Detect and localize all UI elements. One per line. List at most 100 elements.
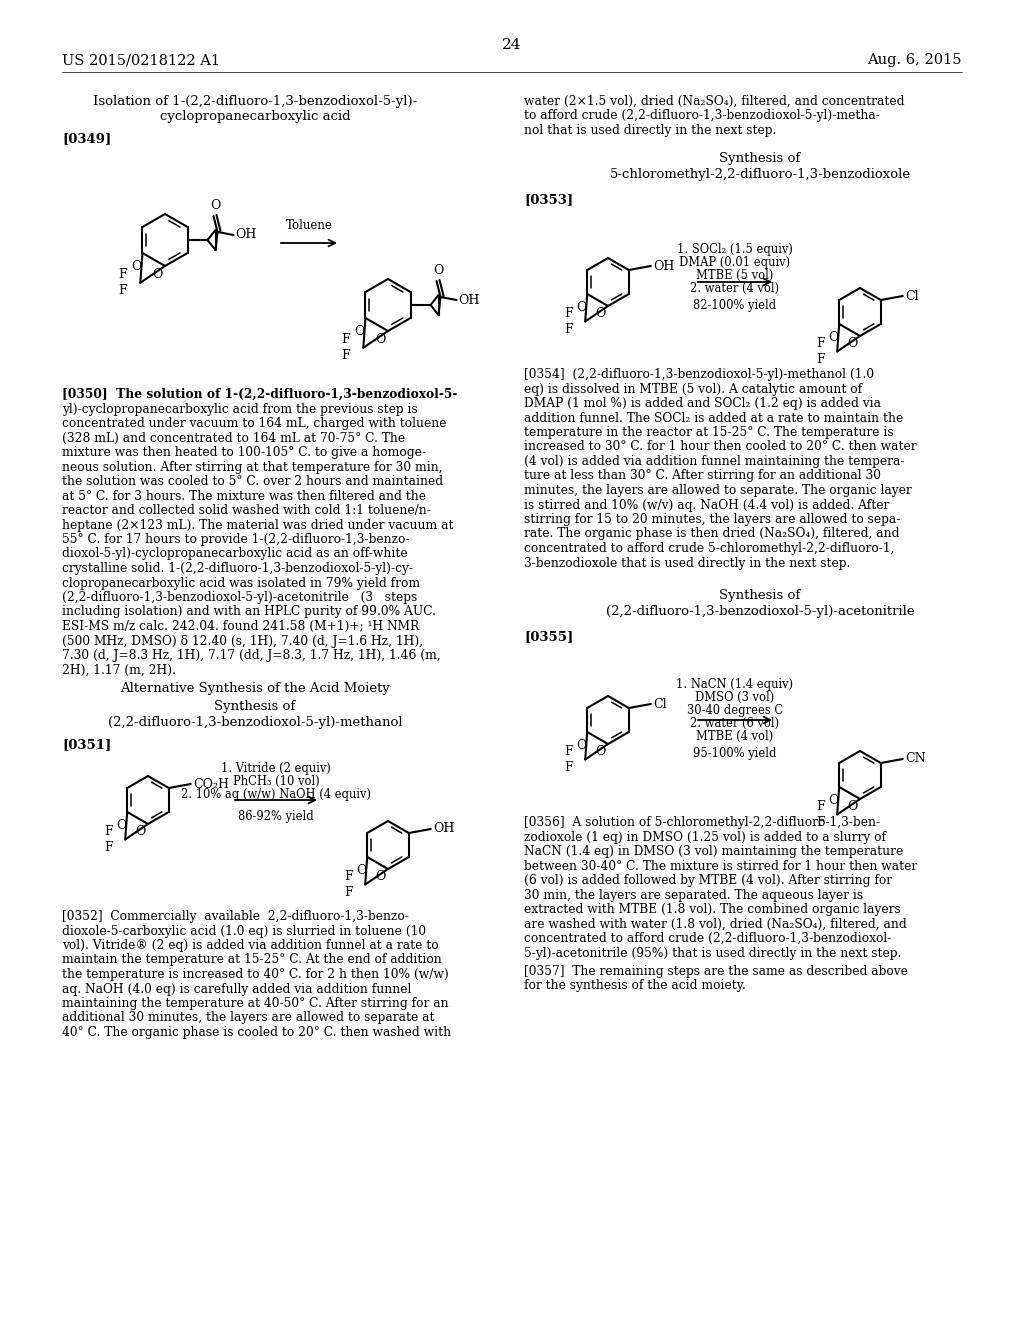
Text: O: O [577, 739, 587, 752]
Text: (4 vol) is added via addition funnel maintaining the tempera-: (4 vol) is added via addition funnel mai… [524, 455, 904, 469]
Text: F: F [564, 323, 572, 337]
Text: O: O [210, 199, 221, 213]
Text: O: O [153, 268, 163, 281]
Text: OH: OH [459, 293, 480, 306]
Text: eq) is dissolved in MTBE (5 vol). A catalytic amount of: eq) is dissolved in MTBE (5 vol). A cata… [524, 383, 862, 396]
Text: DMAP (1 mol %) is added and SOCl₂ (1.2 eq) is added via: DMAP (1 mol %) is added and SOCl₂ (1.2 e… [524, 397, 881, 411]
Text: 40° C. The organic phase is cooled to 20° C. then washed with: 40° C. The organic phase is cooled to 20… [62, 1026, 452, 1039]
Text: US 2015/0218122 A1: US 2015/0218122 A1 [62, 53, 220, 67]
Text: clopropanecarboxylic acid was isolated in 79% yield from: clopropanecarboxylic acid was isolated i… [62, 577, 420, 590]
Text: [0349]: [0349] [62, 132, 112, 145]
Text: 2. water (4 vol): 2. water (4 vol) [690, 282, 779, 294]
Text: F: F [118, 268, 127, 281]
Text: yl)-cyclopropanecarboxylic acid from the previous step is: yl)-cyclopropanecarboxylic acid from the… [62, 403, 418, 416]
Text: is stirred and 10% (w/v) aq. NaOH (4.4 vol) is added. After: is stirred and 10% (w/v) aq. NaOH (4.4 v… [524, 499, 890, 511]
Text: the temperature is increased to 40° C. for 2 h then 10% (w/w): the temperature is increased to 40° C. f… [62, 968, 449, 981]
Text: O: O [433, 264, 443, 277]
Text: are washed with water (1.8 vol), dried (Na₂SO₄), filtered, and: are washed with water (1.8 vol), dried (… [524, 917, 906, 931]
Text: Toluene: Toluene [286, 219, 333, 232]
Text: nol that is used directly in the next step.: nol that is used directly in the next st… [524, 124, 776, 137]
Text: [0350]  The solution of 1-(2,2-difluoro-1,3-benzodioxol-5-: [0350] The solution of 1-(2,2-difluoro-1… [62, 388, 458, 401]
Text: O: O [354, 326, 365, 338]
Text: 1. SOCl₂ (1.5 equiv): 1. SOCl₂ (1.5 equiv) [677, 243, 793, 256]
Text: (500 MHz, DMSO) δ 12.40 (s, 1H), 7.40 (d, J=1.6 Hz, 1H),: (500 MHz, DMSO) δ 12.40 (s, 1H), 7.40 (d… [62, 635, 423, 648]
Text: 2. water (6 vol): 2. water (6 vol) [690, 717, 779, 730]
Text: ESI-MS m/z calc. 242.04. found 241.58 (M+1)+; ¹H NMR: ESI-MS m/z calc. 242.04. found 241.58 (M… [62, 620, 419, 634]
Text: mixture was then heated to 100-105° C. to give a homoge-: mixture was then heated to 100-105° C. t… [62, 446, 426, 459]
Text: water (2×1.5 vol), dried (Na₂SO₄), filtered, and concentrated: water (2×1.5 vol), dried (Na₂SO₄), filte… [524, 95, 904, 108]
Text: DMAP (0.01 equiv): DMAP (0.01 equiv) [680, 256, 791, 269]
Text: O: O [131, 260, 141, 273]
Text: Synthesis of: Synthesis of [720, 152, 801, 165]
Text: temperature in the reactor at 15-25° C. The temperature is: temperature in the reactor at 15-25° C. … [524, 426, 894, 440]
Text: maintain the temperature at 15-25° C. At the end of addition: maintain the temperature at 15-25° C. At… [62, 953, 441, 966]
Text: O: O [356, 865, 367, 878]
Text: zodioxole (1 eq) in DMSO (1.25 vol) is added to a slurry of: zodioxole (1 eq) in DMSO (1.25 vol) is a… [524, 830, 886, 843]
Text: F: F [344, 870, 352, 883]
Text: 30 min, the layers are separated. The aqueous layer is: 30 min, the layers are separated. The aq… [524, 888, 863, 902]
Text: concentrated to afford crude 5-chloromethyl-2,2-difluoro-1,: concentrated to afford crude 5-chloromet… [524, 543, 895, 554]
Text: [0357]  The remaining steps are the same as described above: [0357] The remaining steps are the same … [524, 965, 908, 978]
Text: ture at less than 30° C. After stirring for an additional 30: ture at less than 30° C. After stirring … [524, 470, 881, 483]
Text: 82-100% yield: 82-100% yield [693, 300, 776, 312]
Text: 3-benzodioxole that is used directly in the next step.: 3-benzodioxole that is used directly in … [524, 557, 850, 569]
Text: F: F [564, 308, 572, 319]
Text: 2. 10% aq (w/w) NaOH (4 equiv): 2. 10% aq (w/w) NaOH (4 equiv) [181, 788, 371, 801]
Text: dioxol-5-yl)-cyclopropanecarboxylic acid as an off-white: dioxol-5-yl)-cyclopropanecarboxylic acid… [62, 548, 408, 561]
Text: Aug. 6, 2015: Aug. 6, 2015 [867, 53, 962, 67]
Text: concentrated under vacuum to 164 mL, charged with toluene: concentrated under vacuum to 164 mL, cha… [62, 417, 446, 430]
Text: F: F [341, 350, 349, 362]
Text: neous solution. After stirring at that temperature for 30 min,: neous solution. After stirring at that t… [62, 461, 442, 474]
Text: crystalline solid. 1-(2,2-difluoro-1,3-benzodioxol-5-yl)-cy-: crystalline solid. 1-(2,2-difluoro-1,3-b… [62, 562, 413, 576]
Text: [0356]  A solution of 5-chloromethyl-2,2-difluoro-1,3-ben-: [0356] A solution of 5-chloromethyl-2,2-… [524, 816, 880, 829]
Text: increased to 30° C. for 1 hour then cooled to 20° C. then water: increased to 30° C. for 1 hour then cool… [524, 441, 916, 454]
Text: F: F [564, 744, 572, 758]
Text: 1. NaCN (1.4 equiv): 1. NaCN (1.4 equiv) [677, 678, 794, 690]
Text: MTBE (5 vol): MTBE (5 vol) [696, 269, 774, 282]
Text: Isolation of 1-(2,2-difluoro-1,3-benzodioxol-5-yl)-: Isolation of 1-(2,2-difluoro-1,3-benzodi… [93, 95, 417, 108]
Text: 55° C. for 17 hours to provide 1-(2,2-difluoro-1,3-benzo-: 55° C. for 17 hours to provide 1-(2,2-di… [62, 533, 410, 546]
Text: cyclopropanecarboxylic acid: cyclopropanecarboxylic acid [160, 110, 350, 123]
Text: F: F [816, 337, 824, 350]
Text: OH: OH [433, 822, 455, 836]
Text: addition funnel. The SOCl₂ is added at a rate to maintain the: addition funnel. The SOCl₂ is added at a… [524, 412, 903, 425]
Text: CN: CN [905, 752, 926, 766]
Text: 2H), 1.17 (m, 2H).: 2H), 1.17 (m, 2H). [62, 664, 176, 676]
Text: to afford crude (2,2-difluoro-1,3-benzodioxol-5-yl)-metha-: to afford crude (2,2-difluoro-1,3-benzod… [524, 110, 880, 123]
Text: 24: 24 [502, 38, 522, 51]
Text: F: F [118, 284, 127, 297]
Text: O: O [577, 301, 587, 314]
Text: O: O [595, 308, 606, 321]
Text: 86-92% yield: 86-92% yield [239, 810, 314, 822]
Text: F: F [103, 825, 113, 838]
Text: F: F [816, 816, 824, 829]
Text: F: F [344, 886, 352, 899]
Text: Cl: Cl [905, 289, 919, 302]
Text: reactor and collected solid washed with cold 1:1 toluene/n-: reactor and collected solid washed with … [62, 504, 431, 517]
Text: O: O [376, 870, 386, 883]
Text: concentrated to afford crude (2,2-difluoro-1,3-benzodioxol-: concentrated to afford crude (2,2-difluo… [524, 932, 891, 945]
Text: minutes, the layers are allowed to separate. The organic layer: minutes, the layers are allowed to separ… [524, 484, 911, 498]
Text: 30-40 degrees C: 30-40 degrees C [687, 704, 783, 717]
Text: 7.30 (d, J=8.3 Hz, 1H), 7.17 (dd, J=8.3, 1.7 Hz, 1H), 1.46 (m,: 7.30 (d, J=8.3 Hz, 1H), 7.17 (dd, J=8.3,… [62, 649, 440, 663]
Text: [0354]  (2,2-difluoro-1,3-benzodioxol-5-yl)-methanol (1.0: [0354] (2,2-difluoro-1,3-benzodioxol-5-y… [524, 368, 874, 381]
Text: aq. NaOH (4.0 eq) is carefully added via addition funnel: aq. NaOH (4.0 eq) is carefully added via… [62, 982, 412, 995]
Text: extracted with MTBE (1.8 vol). The combined organic layers: extracted with MTBE (1.8 vol). The combi… [524, 903, 901, 916]
Text: rate. The organic phase is then dried (Na₂SO₄), filtered, and: rate. The organic phase is then dried (N… [524, 528, 899, 540]
Text: Synthesis of: Synthesis of [720, 589, 801, 602]
Text: [0352]  Commercially  available  2,2-difluoro-1,3-benzo-: [0352] Commercially available 2,2-difluo… [62, 909, 409, 923]
Text: (328 mL) and concentrated to 164 mL at 70-75° C. The: (328 mL) and concentrated to 164 mL at 7… [62, 432, 406, 445]
Text: (2,2-difluoro-1,3-benzodioxol-5-yl)-acetonitrile   (3   steps: (2,2-difluoro-1,3-benzodioxol-5-yl)-acet… [62, 591, 417, 605]
Text: O: O [848, 337, 858, 350]
Text: CO₂H: CO₂H [193, 777, 228, 791]
Text: [0351]: [0351] [62, 738, 112, 751]
Text: O: O [376, 333, 386, 346]
Text: 5-chloromethyl-2,2-difluoro-1,3-benzodioxole: 5-chloromethyl-2,2-difluoro-1,3-benzodio… [609, 168, 910, 181]
Text: maintaining the temperature at 40-50° C. After stirring for an: maintaining the temperature at 40-50° C.… [62, 997, 449, 1010]
Text: 1. Vitride (2 equiv): 1. Vitride (2 equiv) [221, 762, 331, 775]
Text: MTBE (4 vol): MTBE (4 vol) [696, 730, 773, 743]
Text: dioxole-5-carboxylic acid (1.0 eq) is slurried in toluene (10: dioxole-5-carboxylic acid (1.0 eq) is sl… [62, 924, 426, 937]
Text: OH: OH [236, 228, 257, 242]
Text: Synthesis of: Synthesis of [214, 700, 296, 713]
Text: 95-100% yield: 95-100% yield [693, 747, 777, 760]
